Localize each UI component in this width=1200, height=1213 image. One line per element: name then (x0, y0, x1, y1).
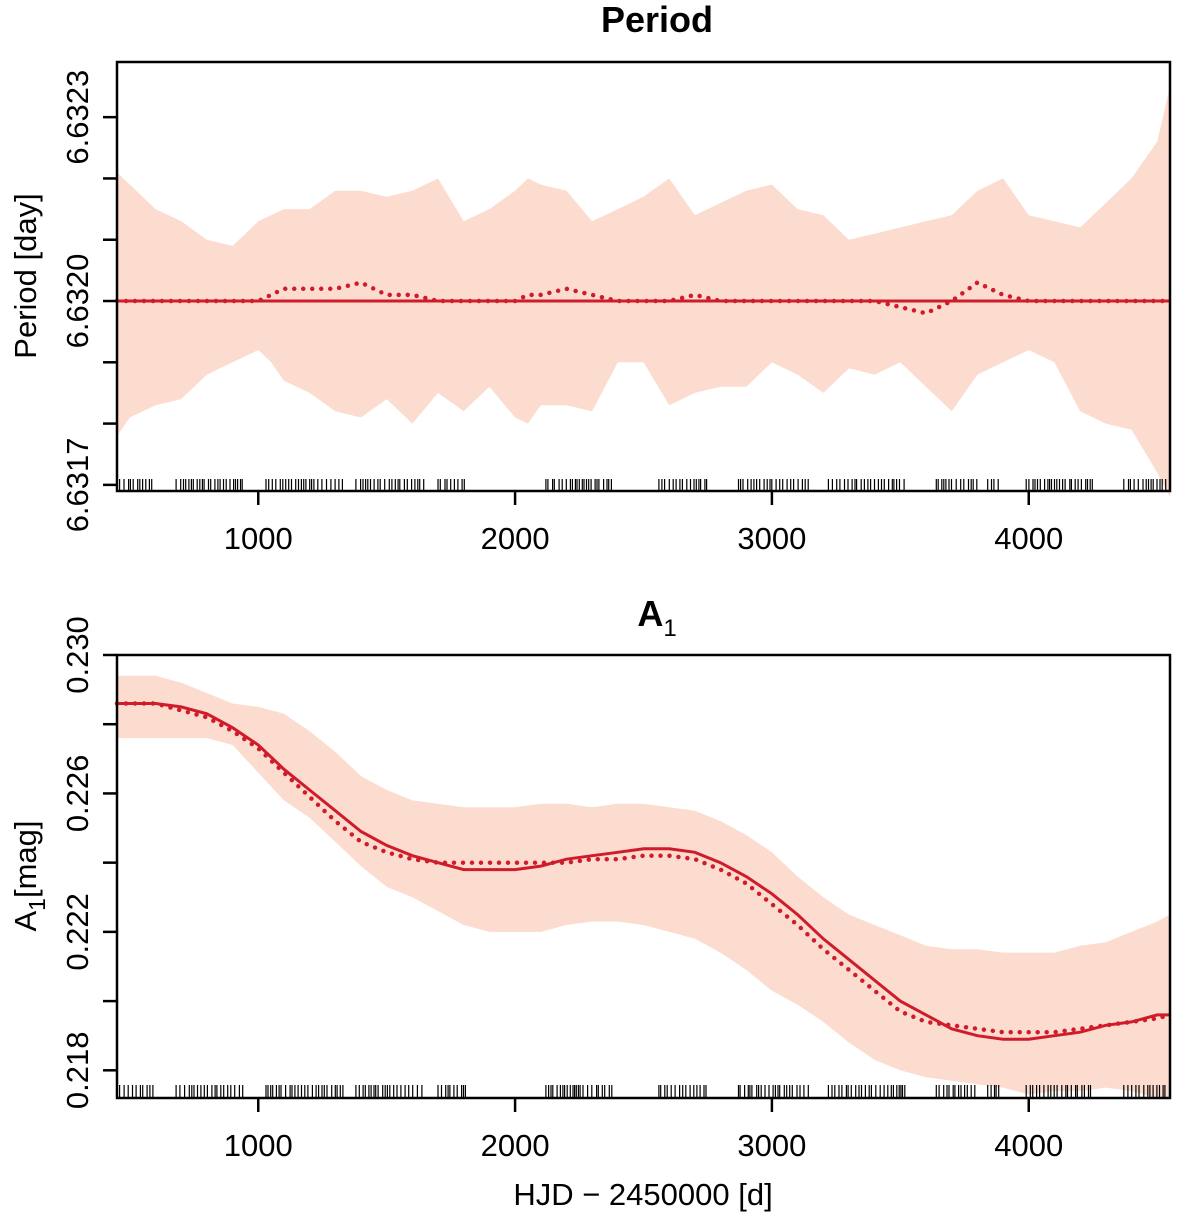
a1-y-axis: 0.218 0.222 0.226 0.230 (60, 616, 117, 1109)
period-title: Period (601, 0, 713, 40)
period-plot-frame (115, 60, 1172, 493)
a1-y-tick-label: 0.230 (60, 616, 95, 694)
period-panel: Period 1000 2000 3000 4000 6.63176.63206.63… (8, 0, 1173, 556)
a1-ylabel: A1[mag] (8, 820, 50, 931)
a1-ylabel-rest: [mag] (8, 820, 43, 898)
a1-x-tick-label: 1000 (224, 1128, 293, 1163)
a1-y-tick-label: 0.226 (60, 755, 95, 833)
a1-observation-rug (118, 1085, 1166, 1098)
period-x-tick-label: 2000 (481, 521, 550, 556)
a1-x-axis: 1000 2000 3000 4000 (224, 1098, 1063, 1163)
period-x-tick-label: 3000 (737, 521, 806, 556)
period-observation-rug (118, 479, 1167, 491)
period-x-axis: 1000 2000 3000 4000 (224, 491, 1063, 556)
a1-title-sub: 1 (663, 615, 676, 642)
a1-plot-frame (115, 653, 1172, 1100)
period-x-tick-label: 4000 (994, 521, 1063, 556)
a1-x-tick-label: 4000 (994, 1128, 1063, 1163)
a1-confidence-band (117, 675, 1170, 1098)
period-y-axis: 6.6317 6.6320 6.6323 (60, 70, 117, 532)
a1-title: A1 (637, 593, 676, 642)
a1-series-estimate (114, 701, 1173, 1035)
period-ylabel: Period [day] (8, 193, 43, 358)
a1-x-tick-label: 3000 (737, 1128, 806, 1163)
period-series-estimate (114, 279, 1173, 316)
period-x-tick-label: 1000 (224, 521, 293, 556)
a1-xlabel: HJD − 2450000 [d] (513, 1177, 772, 1212)
a1-series-fit (117, 702, 1170, 1041)
period-plot-area (114, 86, 1173, 498)
a1-y-tick-label: 0.222 (60, 893, 95, 971)
period-y-tick-label: 6.6317 (60, 437, 95, 532)
a1-plot-area (114, 675, 1173, 1098)
period-y-tick-label: 6.6320 (60, 254, 95, 349)
period-y-tick-label: 6.6323 (60, 70, 95, 165)
a1-ylabel-main: A (8, 911, 43, 932)
period-confidence-band (117, 86, 1170, 498)
a1-title-main: A (637, 593, 663, 634)
a1-ylabel-sub: 1 (24, 898, 50, 911)
a1-x-tick-label: 2000 (481, 1128, 550, 1163)
a1-panel: A1 1000 2000 3000 4000 0.2180.2220.2260.230… (8, 593, 1173, 1212)
a1-y-tick-label: 0.218 (60, 1032, 95, 1110)
